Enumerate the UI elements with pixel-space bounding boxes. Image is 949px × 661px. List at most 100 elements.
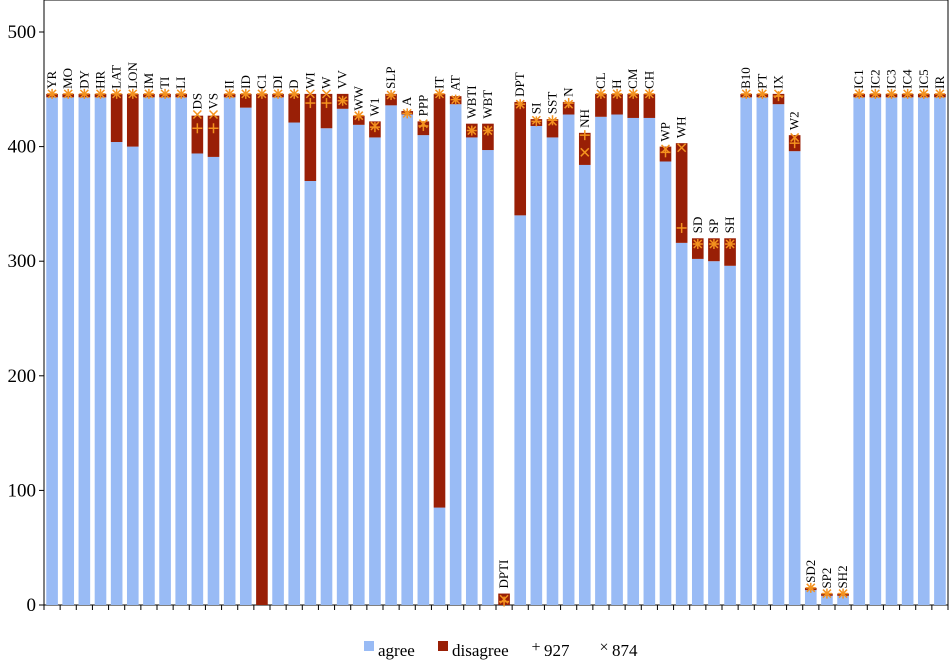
category-label: ID [238, 75, 253, 89]
category-label: C1 [254, 74, 269, 89]
bar-disagree [578, 132, 591, 165]
category-label: SH2 [835, 565, 850, 588]
bar-agree [772, 104, 785, 605]
x-axis [43, 605, 949, 610]
bar-agree [708, 261, 720, 605]
bar-agree [691, 258, 704, 605]
bar-agree [627, 117, 640, 605]
category-label: W [319, 76, 334, 89]
marker-874 [241, 89, 251, 99]
marker-874 [289, 89, 299, 99]
marker-874 [854, 89, 864, 99]
bar-agree [239, 107, 252, 606]
marker-874 [919, 89, 929, 99]
category-label: PPP [415, 95, 430, 117]
marker-874 [644, 89, 654, 99]
bar-disagree [288, 93, 301, 123]
marker-874 [564, 99, 574, 109]
bar-agree [94, 97, 107, 606]
marker-874 [790, 132, 800, 142]
bar-agree [175, 97, 188, 606]
category-label: IT [432, 77, 447, 89]
category-label: TI [157, 77, 172, 89]
marker-874 [935, 89, 945, 99]
bar-agree [578, 164, 591, 605]
bar-agree [465, 137, 478, 605]
category-label: SLP [383, 66, 398, 88]
bar-agree [546, 137, 559, 605]
category-label: II [222, 80, 237, 89]
category-label: WH [674, 116, 689, 138]
marker-874 [886, 89, 897, 99]
category-label: W1 [367, 98, 382, 117]
category-label: WBTI [464, 85, 479, 118]
bar-disagree [675, 143, 688, 243]
category-label: WP [658, 122, 673, 142]
bar-disagree [562, 101, 575, 115]
marker-874 [515, 99, 525, 109]
bar-agree [837, 595, 849, 605]
category-label: CL [593, 72, 608, 89]
bar-agree [934, 97, 946, 606]
bar-agree [611, 114, 623, 606]
category-label: MO [60, 68, 75, 89]
bar-disagree [433, 93, 446, 508]
category-label: HR [93, 70, 108, 88]
marker-874 [806, 583, 816, 593]
bar-agree [804, 590, 817, 605]
legend-swatch-disagree [438, 641, 448, 651]
marker-874 [903, 89, 913, 99]
bar-agree [272, 97, 284, 606]
bar-agree [853, 97, 866, 606]
bar-disagree [110, 93, 123, 143]
category-label: CH [641, 71, 656, 89]
category-label: YR [44, 70, 59, 88]
bar-agree [643, 117, 656, 605]
marker-874 [386, 90, 396, 100]
bar-disagree [126, 93, 139, 147]
bar-agree [788, 151, 801, 605]
category-label: LAT [109, 65, 124, 89]
bar-agree [336, 108, 349, 606]
category-label: IC4 [900, 69, 915, 89]
bar-agree [78, 97, 91, 606]
marker-874 [531, 115, 541, 125]
marker-874 [709, 239, 719, 249]
bar-agree [191, 153, 204, 605]
bar-disagree [482, 123, 494, 151]
bar-disagree [595, 93, 607, 117]
category-label: IR [932, 76, 947, 89]
category-label: D [286, 79, 301, 88]
category-label: SST [545, 92, 560, 114]
category-label: SD2 [803, 560, 818, 583]
marker-874 [838, 589, 848, 599]
category-label: AT [448, 75, 463, 91]
marker-874 [628, 89, 638, 99]
bar-agree [433, 507, 446, 605]
marker-874 [580, 147, 590, 157]
bar-agree [417, 135, 430, 605]
markers [47, 88, 945, 607]
marker-874 [757, 89, 767, 99]
bar-agree [46, 97, 58, 606]
category-label: B10 [738, 67, 753, 89]
category-label: LI [173, 77, 188, 89]
category-label: W2 [787, 111, 802, 130]
bar-agree [385, 105, 397, 606]
bar-agree [223, 97, 236, 606]
category-label: NH [577, 109, 592, 128]
bar-agree [562, 114, 575, 606]
category-label: LON [125, 62, 140, 89]
bar-disagree [546, 119, 559, 138]
bar-disagree [191, 115, 204, 154]
legend-label-disagree: disagree [452, 641, 509, 660]
marker-874 [95, 89, 106, 99]
category-label: WBT [480, 90, 495, 119]
marker-874 [870, 89, 880, 99]
bars [46, 93, 946, 606]
marker-874 [660, 144, 671, 154]
marker-874 [677, 143, 687, 153]
legend-label-927: 927 [544, 641, 570, 660]
bar-agree [143, 97, 155, 606]
